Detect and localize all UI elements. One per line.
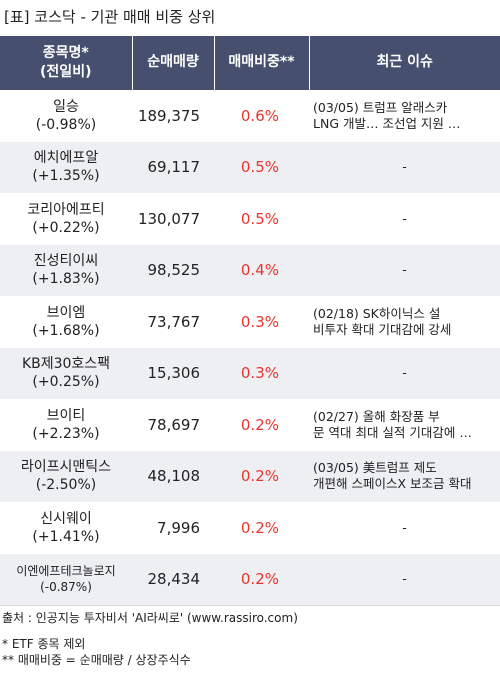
issue-line1: (02/18) SK하이닉스 설	[313, 305, 441, 321]
stock-cell: 브이티 (+2.23%)	[0, 398, 132, 451]
stock-cell: 에치에프알 (+1.35%)	[0, 141, 132, 193]
stock-name: 이엔에프테크놀로지	[16, 564, 116, 579]
trade-ratio: 0.3%	[214, 347, 309, 399]
table-row: 신시웨이 (+1.41%) 7,996 0.2% -	[0, 501, 500, 554]
issue-line1: -	[402, 571, 407, 587]
recent-issue: -	[309, 347, 500, 399]
trade-ratio: 0.2%	[214, 450, 309, 502]
stock-cell: 일승 (-0.98%)	[0, 89, 132, 142]
trade-ratio: 0.2%	[214, 501, 309, 554]
issue-line2: LNG 개발… 조선업 지원 …	[313, 115, 461, 131]
net-volume: 130,077	[132, 192, 214, 245]
stock-change: (+2.23%)	[32, 425, 100, 442]
table-row: 진성티이씨 (+1.83%) 98,525 0.4% -	[0, 244, 500, 296]
stock-cell: 신시웨이 (+1.41%)	[0, 501, 132, 554]
trade-ratio: 0.2%	[214, 553, 309, 606]
issue-line1: -	[402, 159, 407, 175]
net-volume: 48,108	[132, 450, 214, 502]
issue-line2: 문 역대 최대 실적 기대감에 …	[313, 424, 472, 440]
stock-cell: 이엔에프테크놀로지 (-0.87%)	[0, 553, 132, 606]
recent-issue: -	[309, 244, 500, 296]
issue-line1: -	[402, 210, 407, 226]
stock-name: 브이엠	[46, 304, 86, 321]
header-name-line1: 종목명*	[42, 44, 89, 61]
stock-cell: 코리아에프티 (+0.22%)	[0, 192, 132, 245]
trade-ratio: 0.2%	[214, 398, 309, 451]
recent-issue: -	[309, 501, 500, 554]
header-ratio: 매매비중**	[214, 36, 310, 90]
net-volume: 189,375	[132, 89, 214, 142]
issue-line2: 비투자 확대 기대감에 강세	[313, 321, 452, 337]
stock-change: (+0.22%)	[32, 219, 100, 236]
stock-change: (-0.87%)	[40, 580, 92, 595]
header-issue: 최근 이슈	[309, 36, 500, 90]
etf-note: * ETF 종목 제외	[2, 637, 86, 651]
stock-change: (+1.41%)	[32, 528, 100, 545]
stock-name: 브이티	[46, 407, 86, 424]
source-note: 출처 : 인공지능 투자비서 'AI라씨로' (www.rassiro.com)	[2, 611, 298, 625]
trade-ratio: 0.5%	[214, 192, 309, 245]
recent-issue: (02/18) SK하이닉스 설 비투자 확대 기대감에 강세	[309, 295, 500, 348]
net-volume: 7,996	[132, 501, 214, 554]
trade-ratio: 0.4%	[214, 244, 309, 296]
issue-line1: -	[402, 262, 407, 278]
header-volume: 순매매량	[132, 36, 215, 90]
recent-issue: -	[309, 553, 500, 606]
stock-name: 진성티이씨	[33, 253, 99, 270]
net-volume: 69,117	[132, 141, 214, 193]
recent-issue: (03/05) 트럼프 알래스카 LNG 개발… 조선업 지원 …	[309, 89, 500, 142]
issue-line1: (03/05) 美트럼프 제도	[313, 460, 437, 476]
stock-cell: KB제30호스팩 (+0.25%)	[0, 347, 132, 399]
stock-name: 코리아에프티	[27, 201, 105, 218]
issue-line1: (02/27) 올해 화장품 부	[313, 408, 440, 424]
table-row: 에치에프알 (+1.35%) 69,117 0.5% -	[0, 141, 500, 193]
recent-issue: -	[309, 141, 500, 193]
table-row: 코리아에프티 (+0.22%) 130,077 0.5% -	[0, 192, 500, 245]
table-row: 브이엠 (+1.68%) 73,767 0.3% (02/18) SK하이닉스 설 비투자…	[0, 295, 500, 348]
table-title: [표] 코스닥 - 기관 매매 비중 상위	[4, 8, 216, 26]
issue-line1: (03/05) 트럼프 알래스카	[313, 99, 448, 115]
stock-change: (+1.35%)	[32, 168, 100, 185]
recent-issue: (03/05) 美트럼프 제도 개편해 스페이스X 보조금 확대	[309, 450, 500, 502]
stock-name: 신시웨이	[40, 510, 92, 527]
trade-ratio: 0.6%	[214, 89, 309, 142]
trade-ratio: 0.5%	[214, 141, 309, 193]
table-row: KB제30호스팩 (+0.25%) 15,306 0.3% -	[0, 347, 500, 399]
net-volume: 78,697	[132, 398, 214, 451]
stock-change: (-2.50%)	[35, 477, 97, 494]
stock-cell: 진성티이씨 (+1.83%)	[0, 244, 132, 296]
header-name-line2: (전일비)	[40, 63, 92, 80]
stock-cell: 브이엠 (+1.68%)	[0, 295, 132, 348]
stock-name: 일승	[53, 98, 79, 115]
header-row: 종목명* (전일비) 순매매량 매매비중** 최근 이슈	[0, 36, 500, 90]
issue-line2: 개편해 스페이스X 보조금 확대	[313, 476, 472, 492]
issue-line1: -	[402, 519, 407, 535]
trade-ratio: 0.3%	[214, 295, 309, 348]
stock-cell: 라이프시맨틱스 (-2.50%)	[0, 450, 132, 502]
stock-change: (+1.83%)	[32, 271, 100, 288]
net-volume: 15,306	[132, 347, 214, 399]
stock-name: 라이프시맨틱스	[20, 459, 112, 476]
table-row: 일승 (-0.98%) 189,375 0.6% (03/05) 트럼프 알래스카 LNG…	[0, 89, 500, 142]
stock-change: (+0.25%)	[32, 374, 100, 391]
stock-name: 에치에프알	[33, 150, 99, 167]
ratio-note: ** 매매비중 = 순매매량 / 상장주식수	[2, 653, 191, 667]
table-row: 이엔에프테크놀로지 (-0.87%) 28,434 0.2% -	[0, 553, 500, 606]
stock-change: (-0.98%)	[35, 116, 97, 133]
net-volume: 98,525	[132, 244, 214, 296]
recent-issue: -	[309, 192, 500, 245]
net-volume: 28,434	[132, 553, 214, 606]
stock-name: KB제30호스팩	[21, 356, 111, 373]
table-row: 라이프시맨틱스 (-2.50%) 48,108 0.2% (03/05) 美트럼프 제도…	[0, 450, 500, 502]
net-volume: 73,767	[132, 295, 214, 348]
institution-trading-table: 종목명* (전일비) 순매매량 매매비중** 최근 이슈 일승 (-0.98%) 1…	[0, 36, 500, 606]
issue-line1: -	[402, 365, 407, 381]
stock-change: (+1.68%)	[32, 322, 100, 339]
header-name: 종목명* (전일비)	[0, 36, 133, 90]
